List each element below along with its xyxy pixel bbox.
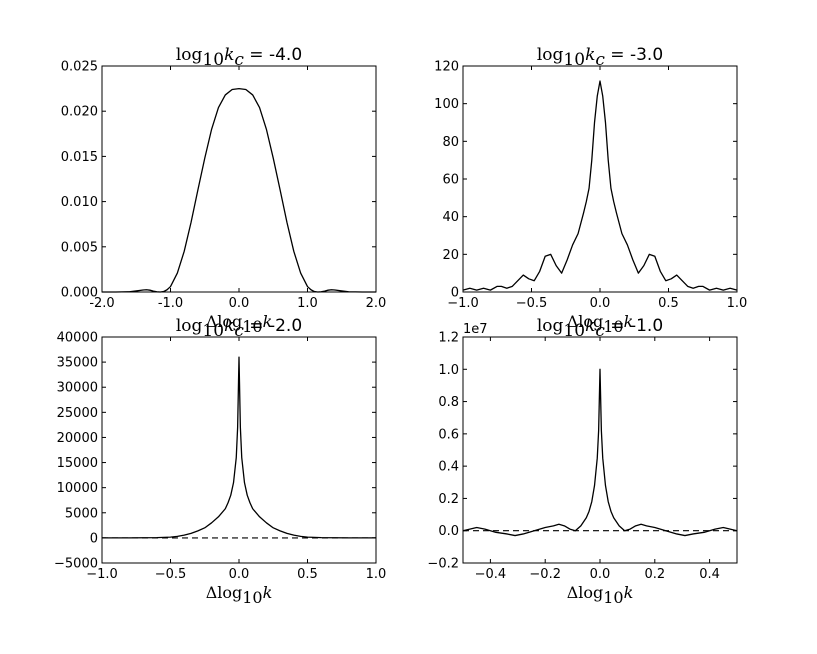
y-tick-label: 20: [442, 248, 459, 263]
chart-panel-2: −1.0 −0.5 0.0 0.5 1.0 0 20 40 60 80 100 120 log10kc …: [434, 45, 747, 336]
y-tick-label: 5000: [65, 506, 98, 521]
chart-panel-1: -2.0 -1.0 0.0 1.0 2.0 0.000 0.005 0.010 0.015 0.0…: [61, 45, 387, 336]
y-tick-label: 0.025: [61, 60, 98, 75]
x-tick-label: 0.0: [229, 296, 250, 311]
y-tick-label: 120: [434, 60, 459, 75]
y-offset-label: 1e7: [463, 322, 488, 337]
x-tick-label: 1.0: [366, 567, 387, 582]
y-tick-label: 15000: [57, 456, 98, 471]
y-tick-label: 0: [90, 531, 98, 546]
y-tick-label: 30000: [57, 381, 98, 396]
y-tick-label: −5000: [54, 557, 98, 572]
y-tick-label: 0.020: [61, 105, 98, 120]
x-tick-label: −0.5: [516, 296, 548, 311]
y-tick-label: 40000: [57, 331, 98, 346]
x-tick-label: 1.0: [727, 296, 748, 311]
y-tick-label: 0.4: [438, 460, 459, 475]
x-tick-label: 2.0: [366, 296, 387, 311]
x-tick-label: 0.5: [658, 296, 679, 311]
y-tick-label: 0.000: [61, 286, 98, 301]
x-tick-label: 0.0: [590, 567, 611, 582]
y-tick-label: 0.0: [438, 524, 459, 539]
x-axis-label: Δlog10k: [567, 583, 634, 607]
y-tick-label: 0: [451, 286, 459, 301]
y-tick-label: 100: [434, 97, 459, 112]
x-tick-label: 0.2: [644, 567, 665, 582]
x-axis-label: Δlog10k: [206, 583, 273, 607]
y-tick-label: 0.2: [438, 492, 459, 507]
x-tick-label: 0.5: [297, 567, 318, 582]
x-tick-label: −1.0: [86, 567, 118, 582]
x-tick-label: 1.0: [297, 296, 318, 311]
chart-panel-3: −1.0 −0.5 0.0 0.5 1.0 −5000 0 5000 10000 15000 200…: [54, 316, 386, 607]
series-line-window: [102, 356, 376, 539]
x-axis-label: Δlog10k: [567, 312, 634, 336]
y-tick-label: 1.0: [438, 363, 459, 378]
y-tick-label: 25000: [57, 406, 98, 421]
y-tick-label: 10000: [57, 481, 98, 496]
y-tick-label: 80: [442, 135, 459, 150]
y-tick-label: 0.8: [438, 395, 459, 410]
series-line-window: [462, 80, 738, 291]
y-tick-label: 0.010: [61, 195, 98, 210]
chart-title: log10kc = -4.0: [176, 45, 302, 70]
y-tick-label: 40: [442, 210, 459, 225]
y-tick-label: −0.2: [427, 557, 459, 572]
y-tick-label: 0.6: [438, 427, 459, 442]
y-tick-label: 20000: [57, 431, 98, 446]
chart-title: log10kc = -2.0: [176, 316, 302, 341]
y-tick-label: 35000: [57, 356, 98, 371]
y-tick-label: 1.2: [438, 331, 459, 346]
x-tick-label: −0.2: [529, 567, 561, 582]
chart-title: log10kc = -3.0: [537, 45, 663, 70]
chart-panel-4: −0.4 −0.2 0.0 0.2 0.4 −0.2 0.0 0.2 0.4 0.6 0.8 1.0 1…: [427, 316, 738, 607]
y-tick-label: 60: [442, 173, 459, 188]
x-tick-label: 0.0: [590, 296, 611, 311]
series-line-window: [462, 368, 738, 537]
x-tick-label: −0.5: [155, 567, 187, 582]
y-tick-label: 0.005: [61, 240, 98, 255]
series-line-window: [102, 87, 376, 293]
x-tick-label: 0.0: [229, 567, 250, 582]
chart-title: log10kc = -1.0: [537, 316, 663, 341]
x-tick-label: 0.4: [699, 567, 720, 582]
y-tick-label: 0.015: [61, 150, 98, 165]
x-tick-label: −0.4: [475, 567, 507, 582]
x-tick-label: -1.0: [158, 296, 183, 311]
x-tick-label: −1.0: [447, 296, 479, 311]
x-axis-label: Δlog10k: [206, 312, 273, 336]
x-tick-label: -2.0: [89, 296, 114, 311]
